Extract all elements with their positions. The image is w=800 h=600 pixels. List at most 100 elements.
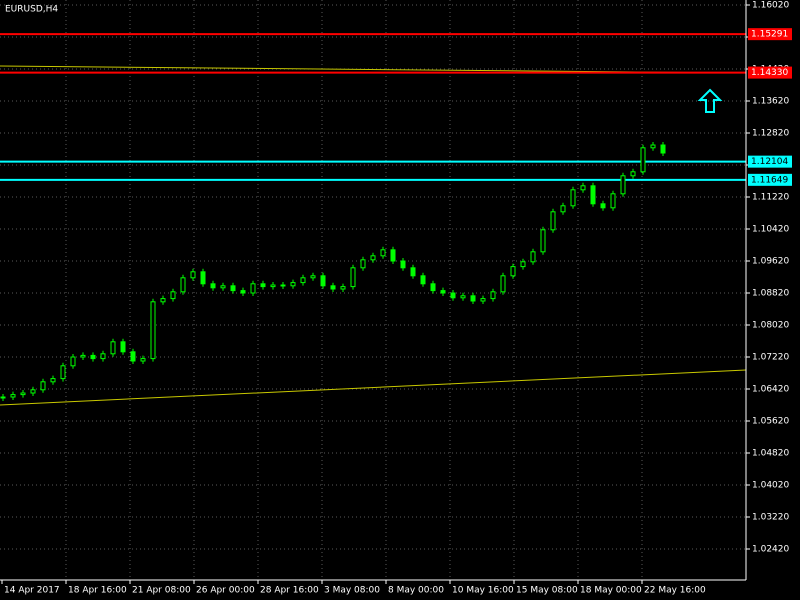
- x-tick-label: 10 May 16:00: [452, 586, 514, 596]
- candle-body: [560, 205, 566, 213]
- candle-body: [210, 283, 216, 289]
- candle-body: [430, 283, 436, 292]
- y-tick-label: 1.02420: [752, 545, 789, 555]
- candle-body: [580, 185, 586, 191]
- buy-arrow-icon: [697, 88, 723, 113]
- plot: [0, 33, 747, 406]
- x-tick-label: 15 May 08:00: [516, 586, 578, 596]
- candle-body: [520, 261, 526, 268]
- candle-body: [120, 341, 126, 353]
- candle-body: [20, 392, 26, 396]
- candle-body: [290, 282, 296, 287]
- candle-body: [450, 292, 456, 299]
- x-tick-label: 28 Apr 16:00: [260, 586, 319, 596]
- candle-body: [480, 298, 486, 302]
- y-tick-label: 1.07220: [752, 353, 789, 363]
- candle-body: [40, 381, 46, 391]
- candle-body: [410, 267, 416, 277]
- candle-body: [400, 260, 406, 269]
- candle-body: [60, 365, 66, 380]
- y-tick-label: 1.10420: [752, 225, 789, 235]
- candle-body: [640, 147, 646, 173]
- candle-body: [460, 295, 466, 299]
- price-level-label: 1.14330: [751, 68, 788, 78]
- candle-body: [340, 286, 346, 290]
- y-tick-label: 1.06420: [752, 385, 789, 395]
- price-level-label: 1.15291: [751, 30, 788, 40]
- y-tick-label: 1.03220: [752, 513, 789, 523]
- x-tick-label: 18 Apr 16:00: [68, 586, 127, 596]
- candle-body: [130, 351, 136, 362]
- candle-body: [330, 285, 336, 290]
- y-tick-label: 1.11220: [752, 193, 789, 203]
- candle-body: [30, 389, 36, 394]
- candle-body: [310, 275, 316, 279]
- grid: [0, 0, 746, 580]
- candle-body: [170, 291, 176, 300]
- candle-body: [270, 284, 276, 288]
- candle-body: [530, 251, 536, 263]
- candle-body: [280, 284, 286, 287]
- candle-body: [110, 341, 116, 355]
- candle-body: [610, 193, 616, 209]
- candle-body: [550, 211, 556, 231]
- x-tick-label: 14 Apr 2017: [4, 586, 60, 596]
- y-tick-label: 1.08020: [752, 321, 789, 331]
- price-level-tag: [748, 155, 792, 168]
- candle-body: [420, 275, 426, 285]
- candle-body: [630, 171, 636, 177]
- candle-body: [440, 290, 446, 294]
- price-level-tag: [748, 173, 792, 186]
- candle-body: [570, 189, 576, 207]
- candle-body: [350, 267, 356, 288]
- candle-body: [220, 285, 226, 289]
- y-tick-label: 1.05620: [752, 417, 789, 427]
- price-level-tag: [748, 28, 792, 41]
- candle-body: [660, 144, 666, 154]
- candle-body: [590, 185, 596, 205]
- candle-body: [90, 354, 96, 360]
- y-tick-label: 1.04020: [752, 481, 789, 491]
- candle-body: [180, 277, 186, 293]
- candle-body: [190, 271, 196, 279]
- candle-body: [140, 358, 146, 362]
- price-level-label: 1.11649: [751, 175, 788, 185]
- x-tick-label: 18 May 00:00: [580, 586, 642, 596]
- candle-body: [240, 290, 246, 294]
- x-tick-label: 8 May 00:00: [388, 586, 444, 596]
- candle-body: [230, 285, 236, 292]
- candle-body: [200, 271, 206, 285]
- x-tick-label: 3 May 08:00: [324, 586, 380, 596]
- y-tick-label: 1.04820: [752, 449, 789, 459]
- candle-body: [600, 203, 606, 209]
- y-tick-label: 1.08820: [752, 289, 789, 299]
- candle-body: [320, 275, 326, 287]
- chart-title: EURUSD,H4: [5, 5, 58, 15]
- y-tick-label: 1.16020: [752, 1, 789, 11]
- candle-body: [0, 396, 6, 399]
- candle-body: [540, 229, 546, 253]
- candle-body: [100, 353, 106, 360]
- candle-body: [50, 378, 56, 383]
- candle-body: [360, 259, 366, 269]
- candle-body: [160, 298, 166, 303]
- y-tick-label: 1.12820: [752, 129, 789, 139]
- candle-body: [380, 249, 386, 257]
- candle-body: [70, 356, 76, 367]
- price-level-tag: [748, 66, 792, 79]
- candle-body: [260, 283, 266, 288]
- x-tick-label: 26 Apr 00:00: [196, 586, 255, 596]
- candle-body: [620, 175, 626, 195]
- candle-body: [150, 301, 156, 360]
- candle-body: [300, 277, 306, 284]
- trend-line: [0, 369, 747, 406]
- candle-body: [470, 295, 476, 302]
- candle-body: [250, 283, 256, 294]
- candle-body: [390, 249, 396, 262]
- candle-body: [80, 354, 86, 358]
- candle-body: [650, 144, 656, 149]
- candle-body: [500, 275, 506, 293]
- y-tick-label: 1.09620: [752, 257, 789, 267]
